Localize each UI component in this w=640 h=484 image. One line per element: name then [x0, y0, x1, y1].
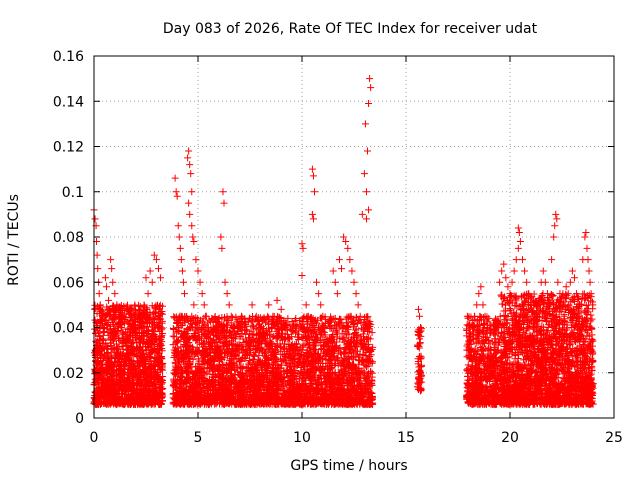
- data-point: [365, 334, 372, 341]
- data-point: [170, 325, 177, 332]
- data-point: [170, 333, 177, 340]
- data-points-layer: [91, 75, 597, 408]
